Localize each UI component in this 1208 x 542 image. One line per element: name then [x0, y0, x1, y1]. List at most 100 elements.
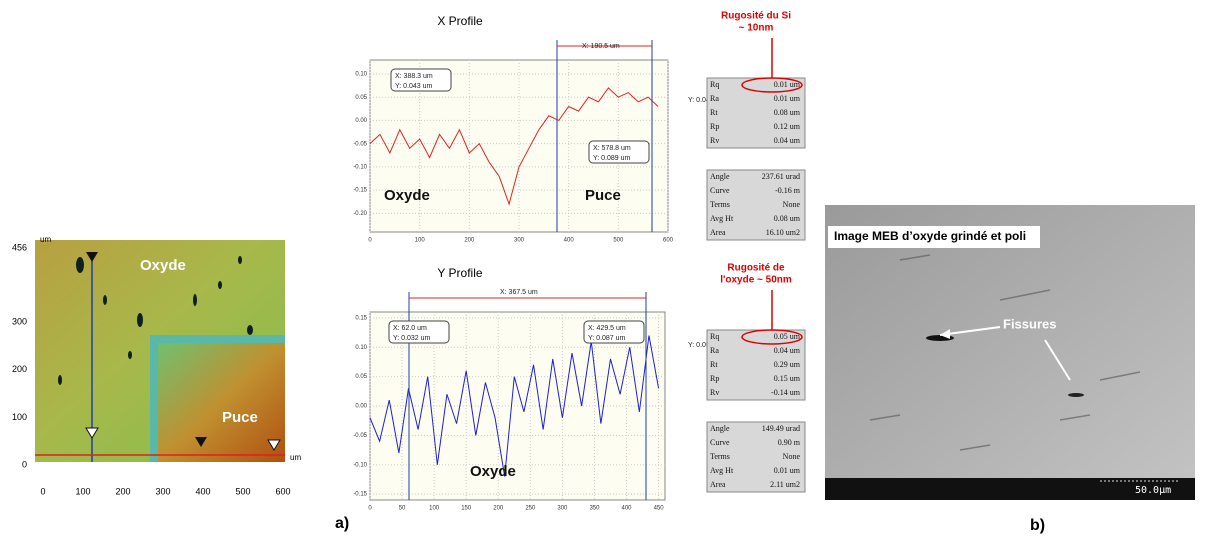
x-tick-label: 50 — [399, 506, 406, 512]
stats-table — [706, 169, 806, 241]
stat-name: Rq — [710, 332, 719, 341]
stat-name: Area — [710, 480, 726, 489]
roughness-note: ~ 10nm — [739, 23, 774, 34]
y-tick-label: 0.15 — [355, 315, 367, 321]
stat-name: Area — [710, 228, 726, 237]
stat-value: 16.10 um2 — [766, 228, 800, 237]
stat-name: Curve — [710, 186, 730, 195]
chart-title: Y Profile — [437, 266, 482, 280]
y-tick-label: 0.05 — [355, 374, 367, 380]
x-tick-label: 150 — [461, 506, 472, 512]
annotation: X: 388.3 um — [395, 73, 433, 80]
x-tick-label: 300 — [514, 238, 525, 244]
x-tick-label: 250 — [525, 506, 536, 512]
x-tick-label: 500 — [235, 486, 250, 496]
stat-value: None — [783, 452, 801, 461]
x-tick-label: 400 — [564, 238, 575, 244]
callout — [388, 320, 450, 344]
x-tick-label: 200 — [464, 238, 475, 244]
x-tick-label: 0 — [368, 506, 372, 512]
stat-value: 149.49 urad — [762, 424, 800, 433]
annotation: Y: 0.043 um — [395, 83, 433, 90]
stat-name: Angle — [710, 424, 730, 433]
annotation: X: 578.8 um — [593, 145, 631, 152]
stat-name: Ra — [710, 94, 719, 103]
annotation: X: 62.0 um — [393, 325, 427, 332]
stat-value: 237.61 urad — [762, 172, 800, 181]
y-unit: um — [40, 235, 51, 244]
y-tick-label: 0.10 — [355, 345, 367, 351]
region-label: Puce — [222, 409, 258, 426]
stat-value: 0.12 um — [774, 122, 801, 131]
stats-table — [706, 421, 806, 493]
stat-value: -0.14 um — [771, 388, 801, 397]
roughness-note: l'oxyde ~ 50nm — [720, 275, 792, 286]
highlight — [741, 77, 803, 93]
stat-name: Rv — [710, 136, 719, 145]
y-tick-label: 0.10 — [355, 72, 367, 78]
profile-line — [369, 87, 659, 206]
y-tick-label: -0.20 — [353, 211, 367, 217]
y-tick-label: -0.10 — [353, 462, 367, 468]
y-tick-label: -0.15 — [353, 492, 367, 498]
stat-name: Terms — [710, 200, 730, 209]
annotation: X: 367.5 um — [500, 289, 538, 296]
stat-name: Terms — [710, 452, 730, 461]
x-tick-label: 500 — [613, 238, 624, 244]
x-tick-label: 450 — [654, 506, 665, 512]
stat-value: -0.16 m — [775, 186, 801, 195]
x-tick-label: 200 — [115, 486, 130, 496]
stat-value: 0.08 um — [774, 214, 801, 223]
x-tick-label: 400 — [195, 486, 210, 496]
region-label: Oxyde — [140, 257, 186, 274]
stats-table — [706, 77, 806, 149]
annotation: Y: 0.089 um — [593, 155, 631, 162]
annotation: Oxyde — [384, 187, 430, 204]
x-tick-label: 0 — [40, 486, 45, 496]
annotation: X: 429.5 um — [588, 325, 626, 332]
annotation: Puce — [585, 187, 621, 204]
annotation: Oxyde — [470, 463, 516, 480]
x-tick-label: 600 — [663, 238, 674, 244]
stat-value: 0.29 um — [774, 360, 801, 369]
stat-name: Rp — [710, 374, 719, 383]
callout — [390, 68, 452, 92]
stat-name: Avg Ht — [710, 466, 734, 475]
stat-name: Rv — [710, 388, 719, 397]
x-tick-label: 600 — [275, 486, 290, 496]
stats-table — [706, 329, 806, 401]
x-tick-label: 300 — [557, 506, 568, 512]
arrow-label: Fissures — [1003, 316, 1056, 331]
x-tick-label: 0 — [368, 238, 372, 244]
x-unit: um — [290, 453, 301, 462]
x-tick-label: 200 — [493, 506, 504, 512]
stat-value: None — [783, 200, 801, 209]
stat-value: 0.01 um — [774, 80, 801, 89]
y-tick-label: -0.15 — [353, 188, 367, 194]
profile-line — [369, 335, 660, 477]
stat-name: Rq — [710, 80, 719, 89]
stat-name: Ra — [710, 346, 719, 355]
y-tick-label: 300 — [12, 317, 27, 327]
x-tick-label: 300 — [155, 486, 170, 496]
stat-value: 0.05 um — [774, 332, 801, 341]
y-tick-label: 100 — [12, 412, 27, 422]
highlight — [741, 329, 803, 345]
x-tick-label: 100 — [429, 506, 440, 512]
callout — [583, 320, 645, 344]
stat-name: Avg Ht — [710, 214, 734, 223]
stat-value: 0.90 m — [778, 438, 801, 447]
stat-value: 0.08 um — [774, 108, 801, 117]
roughness-note: Rugosité du Si — [721, 11, 791, 22]
stat-value: 0.04 um — [774, 346, 801, 355]
y-tick-label: 0.00 — [355, 118, 367, 124]
y-tick-label: -0.05 — [353, 433, 367, 439]
stat-value: 0.01 um — [774, 94, 801, 103]
stat-value: 0.04 um — [774, 136, 801, 145]
stat-name: Rp — [710, 122, 719, 131]
stat-value: 2.11 um2 — [770, 480, 800, 489]
y-tick-label: 0.05 — [355, 95, 367, 101]
caption: Image MEB d’oxyde grindé et poli — [834, 229, 1026, 243]
stat-name: Rt — [710, 360, 718, 369]
